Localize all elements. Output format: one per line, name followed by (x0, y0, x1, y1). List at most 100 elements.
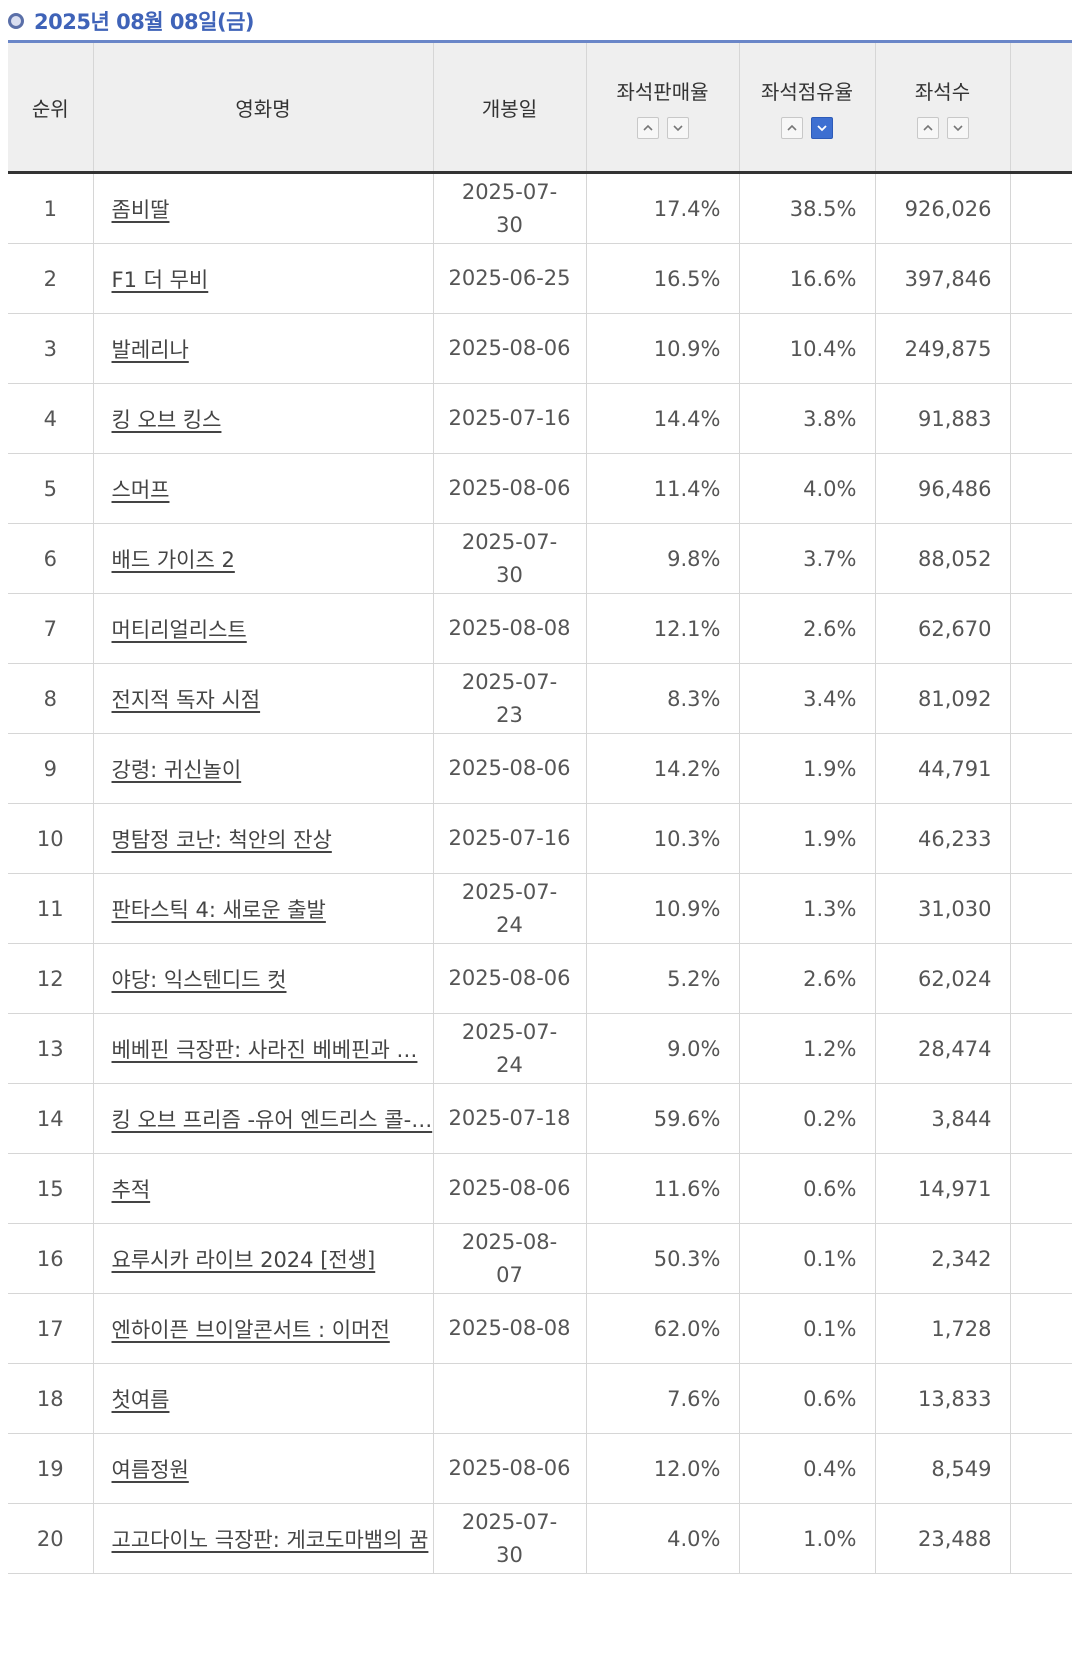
title-cell: 요루시카 라이브 2024 [전생] (93, 1223, 434, 1294)
table-row: 10 명탐정 코난: 척안의 잔상 2025-07-16 10.3% 1.9% 46,23… (8, 803, 1072, 874)
open-date-line1: 2025-08- (461, 1229, 558, 1254)
movie-title-link[interactable]: 배드 가이즈 2 (111, 547, 235, 572)
extra-cell (1010, 1083, 1072, 1154)
seat-sales-rate-cell: 50.3% (586, 1223, 740, 1294)
open-date-line2: 30 (496, 562, 523, 587)
movie-title-link[interactable]: 발레리나 (111, 337, 189, 362)
open-date-cell: 2025-07- 24 (433, 873, 587, 944)
chevron-down-icon (952, 124, 963, 131)
seat-sales-rate-cell: 10.3% (586, 803, 740, 874)
movie-title-link[interactable]: 야당: 익스텐디드 컷 (111, 967, 287, 992)
seats-cell: 3,844 (875, 1083, 1011, 1154)
seat-share-cell: 3.4% (739, 663, 876, 734)
seat-sales-rate-cell: 11.6% (586, 1153, 740, 1224)
extra-cell (1010, 593, 1072, 664)
seat-sales-rate-cell: 62.0% (586, 1293, 740, 1364)
open-date-line1: 2025-08-06 (448, 1176, 571, 1200)
title-cell: 베베핀 극장판: 사라진 베베핀과 … (93, 1013, 434, 1084)
open-date-cell: 2025-08-06 (433, 733, 587, 804)
open-date-line1: 2025-07- (461, 879, 558, 904)
title-cell: 엔하이픈 브이알콘서트 : 이머전 (93, 1293, 434, 1364)
col-title-label: 영화명 (235, 96, 291, 121)
movie-title-link[interactable]: 명탐정 코난: 척안의 잔상 (111, 827, 332, 852)
movie-title-link[interactable]: 추적 (111, 1177, 151, 1202)
table-row: 5 스머프 2025-08-06 11.4% 4.0% 96,486 (8, 453, 1072, 524)
seats-cell: 397,846 (875, 243, 1011, 314)
sort-descending-button[interactable] (666, 116, 689, 139)
table-row: 7 머티리얼리스트 2025-08-08 12.1% 2.6% 62,670 (8, 593, 1072, 664)
seats-cell: 62,024 (875, 943, 1011, 1014)
extra-cell (1010, 1013, 1072, 1084)
rank-cell: 5 (8, 453, 94, 524)
seat-share-cell: 1.0% (739, 1503, 876, 1574)
seat-sales-rate-cell: 9.0% (586, 1013, 740, 1084)
movie-title-link[interactable]: 머티리얼리스트 (111, 617, 247, 642)
rank-cell: 13 (8, 1013, 94, 1084)
table-row: 8 전지적 독자 시점 2025-07- 23 8.3% 3.4% 81,092 (8, 663, 1072, 734)
open-date-cell: 2025-07-16 (433, 383, 587, 454)
table-row: 4 킹 오브 킹스 2025-07-16 14.4% 3.8% 91,883 (8, 383, 1072, 454)
title-cell: 판타스틱 4: 새로운 출발 (93, 873, 434, 944)
open-date-line1: 2025-08-08 (448, 1316, 571, 1340)
sort-ascending-button[interactable] (636, 116, 659, 139)
rank-cell: 15 (8, 1153, 94, 1224)
table-row: 12 야당: 익스텐디드 컷 2025-08-06 5.2% 2.6% 62,024 (8, 943, 1072, 1014)
extra-cell (1010, 1153, 1072, 1224)
seat-share-cell: 0.1% (739, 1293, 876, 1364)
movie-title-link[interactable]: F1 더 무비 (111, 267, 209, 292)
table-row: 2 F1 더 무비 2025-06-25 16.5% 16.6% 397,846 (8, 243, 1072, 314)
table-row: 17 엔하이픈 브이알콘서트 : 이머전 2025-08-08 62.0% 0.1% 1,… (8, 1293, 1072, 1364)
date-header: 2025년 08월 08일(금) (8, 4, 255, 38)
seats-cell: 62,670 (875, 593, 1011, 664)
movie-title-link[interactable]: 첫여름 (111, 1387, 170, 1412)
sort-ascending-button[interactable] (916, 116, 939, 139)
open-date-line1: 2025-07- (461, 529, 558, 554)
movie-title-link[interactable]: 킹 오브 프리즘 -유어 엔드리스 콜-… (111, 1107, 433, 1132)
open-date-line1: 2025-08-08 (448, 616, 571, 640)
open-date-cell: 2025-07- 23 (433, 663, 587, 734)
table-row: 16 요루시카 라이브 2024 [전생] 2025-08- 07 50.3% 0.1% 2… (8, 1223, 1072, 1294)
movie-title-link[interactable]: 여름정원 (111, 1457, 189, 1482)
extra-cell (1010, 943, 1072, 1014)
movie-title-link[interactable]: 스머프 (111, 477, 170, 502)
title-cell: 전지적 독자 시점 (93, 663, 434, 734)
open-date-line1: 2025-07- (461, 179, 558, 204)
open-date-cell: 2025-08-06 (433, 943, 587, 1014)
col-header-seats: 좌석수 (875, 43, 1011, 174)
sort-descending-button-active[interactable] (811, 116, 833, 139)
seats-cell: 91,883 (875, 383, 1011, 454)
open-date-line1: 2025-07- (461, 1509, 558, 1534)
sort-ascending-button[interactable] (781, 116, 803, 139)
movie-title-link[interactable]: 판타스틱 4: 새로운 출발 (111, 897, 326, 922)
rank-cell: 9 (8, 733, 94, 804)
seat-share-cell: 16.6% (739, 243, 876, 314)
open-date-line2: 24 (496, 912, 523, 937)
movie-title-link[interactable]: 전지적 독자 시점 (111, 687, 261, 712)
open-date-cell: 2025-07- 30 (433, 523, 587, 594)
open-date-line1: 2025-08-06 (448, 336, 571, 360)
movie-title-link[interactable]: 좀비딸 (111, 197, 170, 222)
seat-sales-rate-cell: 17.4% (586, 172, 740, 244)
sort-descending-button[interactable] (946, 116, 969, 139)
table-row: 3 발레리나 2025-08-06 10.9% 10.4% 249,875 (8, 313, 1072, 384)
movie-title-link[interactable]: 엔하이픈 브이알콘서트 : 이머전 (111, 1317, 390, 1342)
movie-title-link[interactable]: 고고다이노 극장판: 게코도마뱀의 꿈 (111, 1527, 429, 1552)
open-date-cell: 2025-07-18 (433, 1083, 587, 1154)
open-date-line2: 30 (496, 1542, 523, 1567)
seat-share-cell: 3.7% (739, 523, 876, 594)
seats-cell: 81,092 (875, 663, 1011, 734)
open-date-cell: 2025-07- 30 (433, 1503, 587, 1574)
movie-title-link[interactable]: 킹 오브 킹스 (111, 407, 222, 432)
rank-cell: 2 (8, 243, 94, 314)
col-seat-share-label: 좌석점유율 (761, 79, 853, 104)
movie-title-link[interactable]: 요루시카 라이브 2024 [전생] (111, 1247, 376, 1272)
movie-title-link[interactable]: 강령: 귀신놀이 (111, 757, 242, 782)
title-cell: 고고다이노 극장판: 게코도마뱀의 꿈 (93, 1503, 434, 1574)
open-date-line1: 2025-07- (461, 1019, 558, 1044)
seat-share-cell: 2.6% (739, 943, 876, 1014)
chevron-up-icon (642, 124, 653, 131)
extra-cell (1010, 172, 1072, 244)
open-date-line1: 2025-08-06 (448, 966, 571, 990)
table-row: 1 좀비딸 2025-07- 30 17.4% 38.5% 926,026 (8, 172, 1072, 244)
movie-title-link[interactable]: 베베핀 극장판: 사라진 베베핀과 … (111, 1037, 418, 1062)
